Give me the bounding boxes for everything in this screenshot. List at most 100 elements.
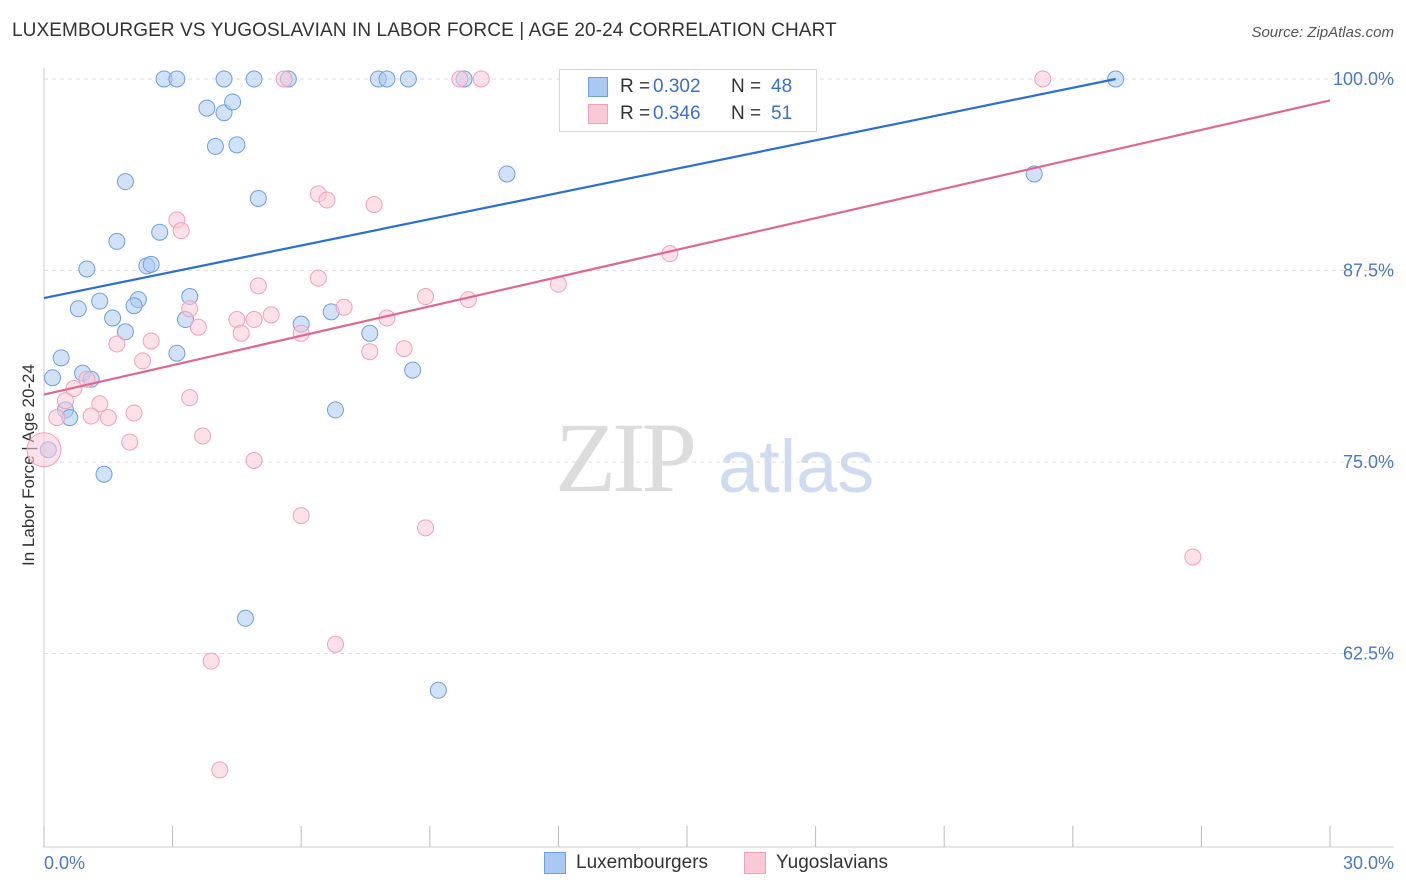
- stats-legend: R = 0.302 N = 48 R = 0.346 N = 51: [559, 69, 817, 132]
- yugoslavian-point: [318, 191, 336, 209]
- yugoslavian-point: [1034, 70, 1052, 88]
- luxembourger-point: [69, 300, 87, 318]
- luxembourger-point: [151, 223, 169, 241]
- yugoslavian-point: [249, 277, 267, 295]
- yugoslavian-point: [292, 324, 310, 342]
- yugoslavian-point: [326, 635, 344, 653]
- legend-n-value: 48: [771, 76, 793, 97]
- yugoslavian-point: [181, 300, 199, 318]
- yugoslavian-point: [472, 70, 490, 88]
- yugoslavian-point: [142, 332, 160, 350]
- yugoslavian-point: [181, 389, 199, 407]
- luxembourger-point: [95, 465, 113, 483]
- yugoslavian-point: [48, 409, 66, 427]
- luxembourger-point: [125, 297, 143, 315]
- yugoslavian-point: [292, 507, 310, 525]
- yugoslavian-point: [232, 324, 250, 342]
- luxembourger-point: [236, 609, 254, 627]
- luxembourger-point: [399, 70, 417, 88]
- luxembourger-point: [116, 173, 134, 191]
- luxembourger-point: [245, 70, 263, 88]
- luxembourger-point: [224, 93, 242, 111]
- y-tick-label: 87.5%: [1343, 261, 1394, 281]
- legend-r-value: 0.302: [653, 76, 701, 97]
- series-legend-yugoslavians: Yugoslavians: [744, 852, 888, 874]
- series-legend: Luxembourgers Yugoslavians: [0, 852, 1406, 878]
- luxembourger-point: [198, 99, 216, 117]
- yugoslavian-point: [395, 340, 413, 358]
- luxembourger-point: [361, 324, 379, 342]
- yugoslavian-point: [309, 269, 327, 287]
- luxembourger-point: [104, 309, 122, 327]
- yugoslavian-point: [194, 427, 212, 445]
- luxembourger-point: [44, 369, 62, 387]
- series-legend-label-yugoslavians: Yugoslavians: [776, 852, 888, 873]
- luxembourger-point: [228, 136, 246, 154]
- legend-swatch-yugoslavians: [588, 104, 608, 124]
- yugoslavian-point: [365, 196, 383, 214]
- chart-source: Source: ZipAtlas.com: [1251, 24, 1394, 41]
- yugoslavian-point: [172, 222, 190, 240]
- luxembourger-point: [326, 401, 344, 419]
- yugoslavian-trend-line: [43, 99, 1331, 396]
- legend-swatch-luxembourgers: [588, 77, 608, 97]
- yugoslavian-point: [91, 395, 109, 413]
- x-tick-label: 0.0%: [44, 853, 85, 873]
- watermark-atlas: atlas: [718, 425, 875, 508]
- yugoslavian-point: [108, 335, 126, 353]
- yugoslavian-point: [335, 298, 353, 316]
- y-tick-label: 75.0%: [1343, 452, 1394, 472]
- y-tick-label: 62.5%: [1343, 644, 1394, 664]
- legend-r-label: R =: [620, 76, 651, 97]
- legend-r-label: R =: [620, 103, 651, 124]
- legend-r-value: 0.346: [653, 103, 701, 124]
- yugoslavian-point: [361, 343, 379, 361]
- yugoslavian-point: [451, 70, 469, 88]
- yugoslavian-point: [245, 311, 263, 329]
- yugoslavian-point: [125, 404, 143, 422]
- yugoslavian-point: [275, 70, 293, 88]
- yugoslavian-point: [245, 451, 263, 469]
- luxembourger-trend-line: [43, 77, 1116, 300]
- luxembourger-point: [378, 70, 396, 88]
- luxembourger-point: [249, 189, 267, 207]
- yugoslavian-point: [202, 652, 220, 670]
- x-tick-label: 30.0%: [1343, 853, 1394, 873]
- luxembourger-point: [91, 292, 109, 310]
- chart-title: LUXEMBOURGER VS YUGOSLAVIAN IN LABOR FOR…: [12, 20, 837, 41]
- yugoslavian-point: [1184, 548, 1202, 566]
- legend-n-label: N =: [731, 76, 762, 97]
- yugoslavian-point: [417, 519, 435, 537]
- series-legend-swatch-yugoslavians: [744, 852, 766, 874]
- yugoslavian-point: [56, 392, 74, 410]
- yugoslavian-point: [134, 352, 152, 370]
- yugoslavian-point: [121, 433, 139, 451]
- luxembourger-point: [168, 70, 186, 88]
- luxembourger-point: [215, 70, 233, 88]
- series-legend-swatch-luxembourgers: [544, 852, 566, 874]
- luxembourger-point: [498, 165, 516, 183]
- luxembourger-point: [52, 349, 70, 367]
- yugoslavian-point: [417, 288, 435, 306]
- luxembourger-point: [116, 323, 134, 341]
- series-legend-label-luxembourgers: Luxembourgers: [576, 852, 709, 873]
- series-legend-luxembourgers: Luxembourgers: [544, 852, 708, 874]
- luxembourger-point: [108, 232, 126, 250]
- legend-n-label: N =: [731, 103, 762, 124]
- legend-n-value: 51: [771, 103, 793, 124]
- luxembourger-point: [168, 344, 186, 362]
- watermark-zip: ZIP: [555, 402, 697, 513]
- luxembourger-point: [206, 137, 224, 155]
- luxembourger-point: [78, 260, 96, 278]
- yugoslavian-point: [189, 318, 207, 336]
- yugoslavian-point: [99, 409, 117, 427]
- yugoslavian-point: [26, 432, 62, 468]
- yugoslavian-point: [262, 306, 280, 324]
- luxembourger-point: [404, 361, 422, 379]
- yugoslavian-point: [211, 761, 229, 779]
- yugoslavian-point: [82, 407, 100, 425]
- luxembourger-point: [429, 681, 447, 699]
- y-tick-label: 100.0%: [1333, 69, 1394, 89]
- luxembourger-point: [142, 255, 160, 273]
